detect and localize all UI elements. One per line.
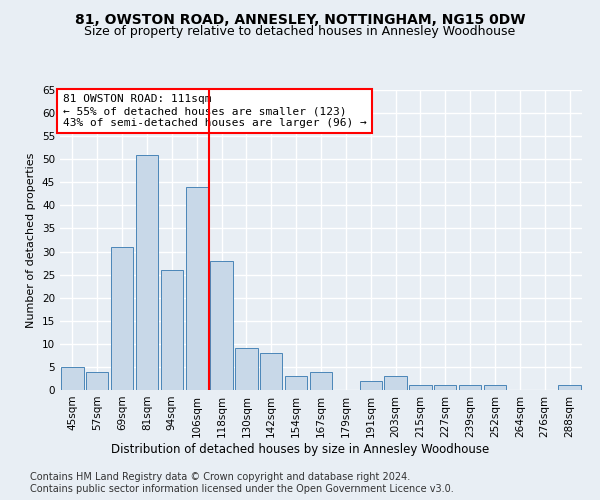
Text: Size of property relative to detached houses in Annesley Woodhouse: Size of property relative to detached ho… [85,25,515,38]
Bar [310,372,332,390]
Text: 81, OWSTON ROAD, ANNESLEY, NOTTINGHAM, NG15 0DW: 81, OWSTON ROAD, ANNESLEY, NOTTINGHAM, N… [75,12,525,26]
Bar [484,386,506,390]
Text: Contains public sector information licensed under the Open Government Licence v3: Contains public sector information licen… [30,484,454,494]
Text: 81 OWSTON ROAD: 111sqm
← 55% of detached houses are smaller (123)
43% of semi-de: 81 OWSTON ROAD: 111sqm ← 55% of detached… [62,94,367,128]
Bar [459,386,481,390]
Bar [385,376,407,390]
Bar [86,372,109,390]
Bar [185,187,208,390]
Bar [559,386,581,390]
Bar [359,381,382,390]
Bar [434,386,457,390]
Bar [136,154,158,390]
Bar [285,376,307,390]
Bar [235,348,257,390]
Bar [161,270,183,390]
Y-axis label: Number of detached properties: Number of detached properties [26,152,37,328]
Bar [260,353,283,390]
Text: Contains HM Land Registry data © Crown copyright and database right 2024.: Contains HM Land Registry data © Crown c… [30,472,410,482]
Bar [61,367,83,390]
Bar [111,247,133,390]
Bar [409,386,431,390]
Text: Distribution of detached houses by size in Annesley Woodhouse: Distribution of detached houses by size … [111,442,489,456]
Bar [211,261,233,390]
